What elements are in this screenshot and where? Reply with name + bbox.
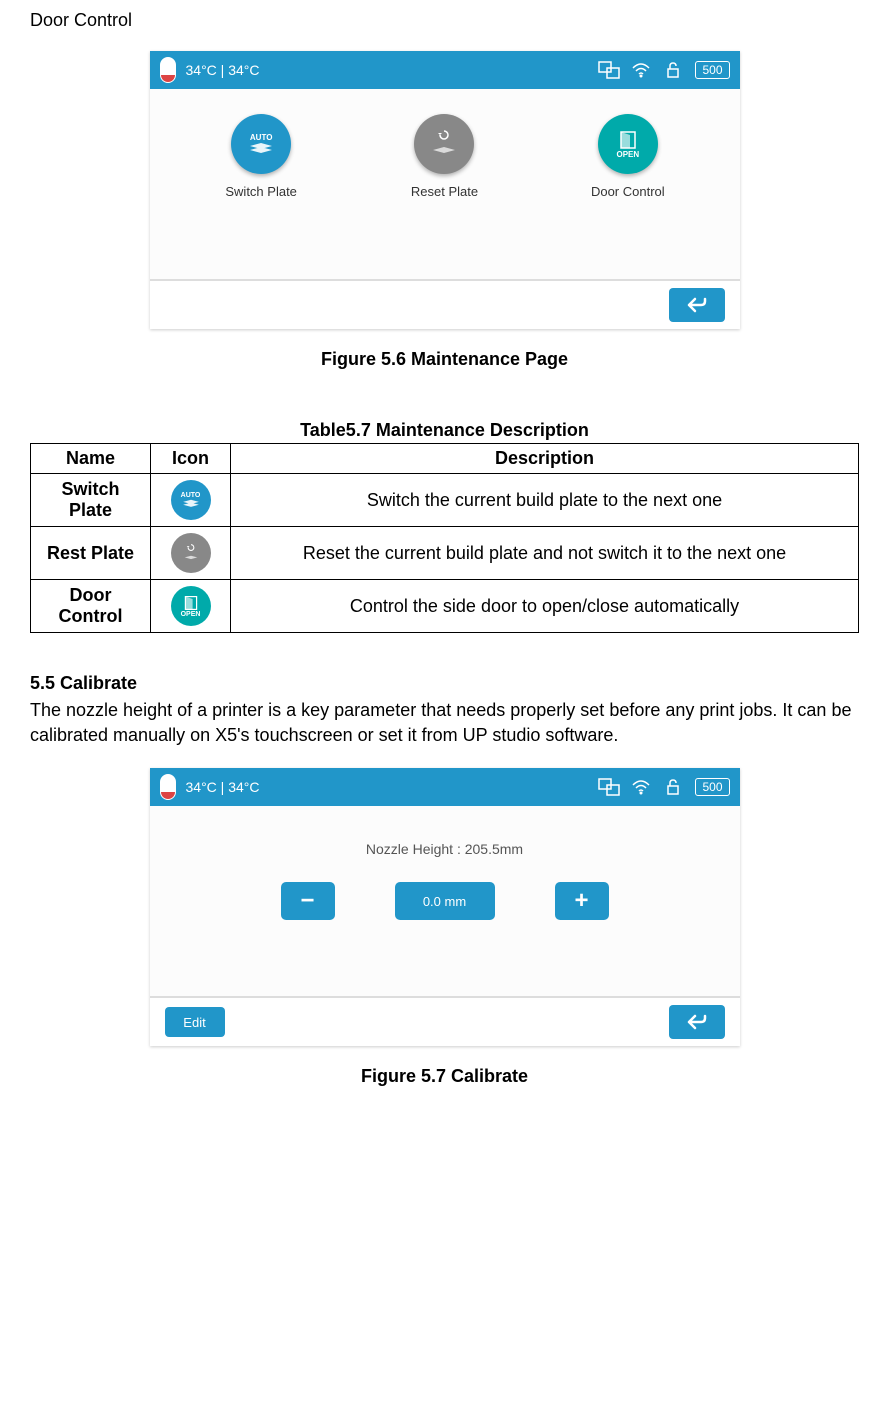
figure-5-6-screenshot: 34°C | 34°C 500 AUTO Switch Plate Reset … xyxy=(150,51,740,329)
table-header-row: Name Icon Description xyxy=(31,444,859,474)
nozzle-height-readout: Nozzle Height : 205.5mm xyxy=(170,841,720,857)
table-row: Door Control OPEN Control the side door … xyxy=(31,580,859,633)
reset-plate-mini-icon xyxy=(171,533,211,573)
header-description: Description xyxy=(231,444,859,474)
row-icon-cell: AUTO xyxy=(151,474,231,527)
thermometer-icon xyxy=(160,57,176,83)
back-button[interactable] xyxy=(669,288,725,322)
figure-5-7-screenshot: 34°C | 34°C 500 Nozzle Height : 205.5mm … xyxy=(150,768,740,1046)
row-icon-cell: OPEN xyxy=(151,580,231,633)
door-control-label: Door Control xyxy=(30,10,859,31)
minus-button[interactable]: − xyxy=(281,882,335,920)
row-name: Rest Plate xyxy=(31,527,151,580)
table-row: Switch Plate AUTO Switch the current bui… xyxy=(31,474,859,527)
plus-button[interactable]: + xyxy=(555,882,609,920)
bottom-bar: Edit xyxy=(150,996,740,1046)
monitor-link-icon xyxy=(597,775,621,799)
lock-icon xyxy=(661,58,685,82)
status-bar: 34°C | 34°C 500 xyxy=(150,51,740,89)
status-bar: 34°C | 34°C 500 xyxy=(150,768,740,806)
back-button[interactable] xyxy=(669,1005,725,1039)
section-5-5-body: The nozzle height of a printer is a key … xyxy=(30,698,859,748)
switch-plate-label: Switch Plate xyxy=(196,184,326,199)
maintenance-desc-table: Name Icon Description Switch Plate AUTO … xyxy=(30,443,859,633)
figure-5-7-caption: Figure 5.7 Calibrate xyxy=(30,1066,859,1087)
switch-plate-icon: AUTO xyxy=(231,114,291,174)
value-button[interactable]: 0.0 mm xyxy=(395,882,495,920)
row-desc: Reset the current build plate and not sw… xyxy=(231,527,859,580)
bottom-bar xyxy=(150,279,740,329)
edit-button[interactable]: Edit xyxy=(165,1007,225,1037)
row-name: Switch Plate xyxy=(31,474,151,527)
material-badge: 500 xyxy=(695,778,729,796)
calibrate-body: Nozzle Height : 205.5mm − 0.0 mm + xyxy=(150,806,740,996)
calibrate-controls: − 0.0 mm + xyxy=(170,882,720,920)
section-5-5-heading: 5.5 Calibrate xyxy=(30,673,859,694)
reset-plate-label: Reset Plate xyxy=(379,184,509,199)
temperature-readout: 34°C | 34°C xyxy=(186,62,260,78)
table-row: Rest Plate Reset the current build plate… xyxy=(31,527,859,580)
reset-plate-icon xyxy=(414,114,474,174)
wifi-icon xyxy=(629,775,653,799)
row-desc: Switch the current build plate to the ne… xyxy=(231,474,859,527)
row-desc: Control the side door to open/close auto… xyxy=(231,580,859,633)
header-name: Name xyxy=(31,444,151,474)
temperature-readout: 34°C | 34°C xyxy=(186,779,260,795)
switch-plate-mini-icon: AUTO xyxy=(171,480,211,520)
lock-icon xyxy=(661,775,685,799)
door-control-item[interactable]: OPEN Door Control xyxy=(563,114,693,199)
maintenance-body: AUTO Switch Plate Reset Plate OPEN Door … xyxy=(150,89,740,279)
door-control-label-btn: Door Control xyxy=(563,184,693,199)
door-control-mini-icon: OPEN xyxy=(171,586,211,626)
thermometer-icon xyxy=(160,774,176,800)
wifi-icon xyxy=(629,58,653,82)
monitor-link-icon xyxy=(597,58,621,82)
reset-plate-item[interactable]: Reset Plate xyxy=(379,114,509,199)
material-badge: 500 xyxy=(695,61,729,79)
switch-plate-item[interactable]: AUTO Switch Plate xyxy=(196,114,326,199)
row-icon-cell xyxy=(151,527,231,580)
figure-5-6-caption: Figure 5.6 Maintenance Page xyxy=(30,349,859,370)
table-5-7-title: Table5.7 Maintenance Description xyxy=(30,420,859,441)
row-name: Door Control xyxy=(31,580,151,633)
header-icon: Icon xyxy=(151,444,231,474)
door-control-icon: OPEN xyxy=(598,114,658,174)
